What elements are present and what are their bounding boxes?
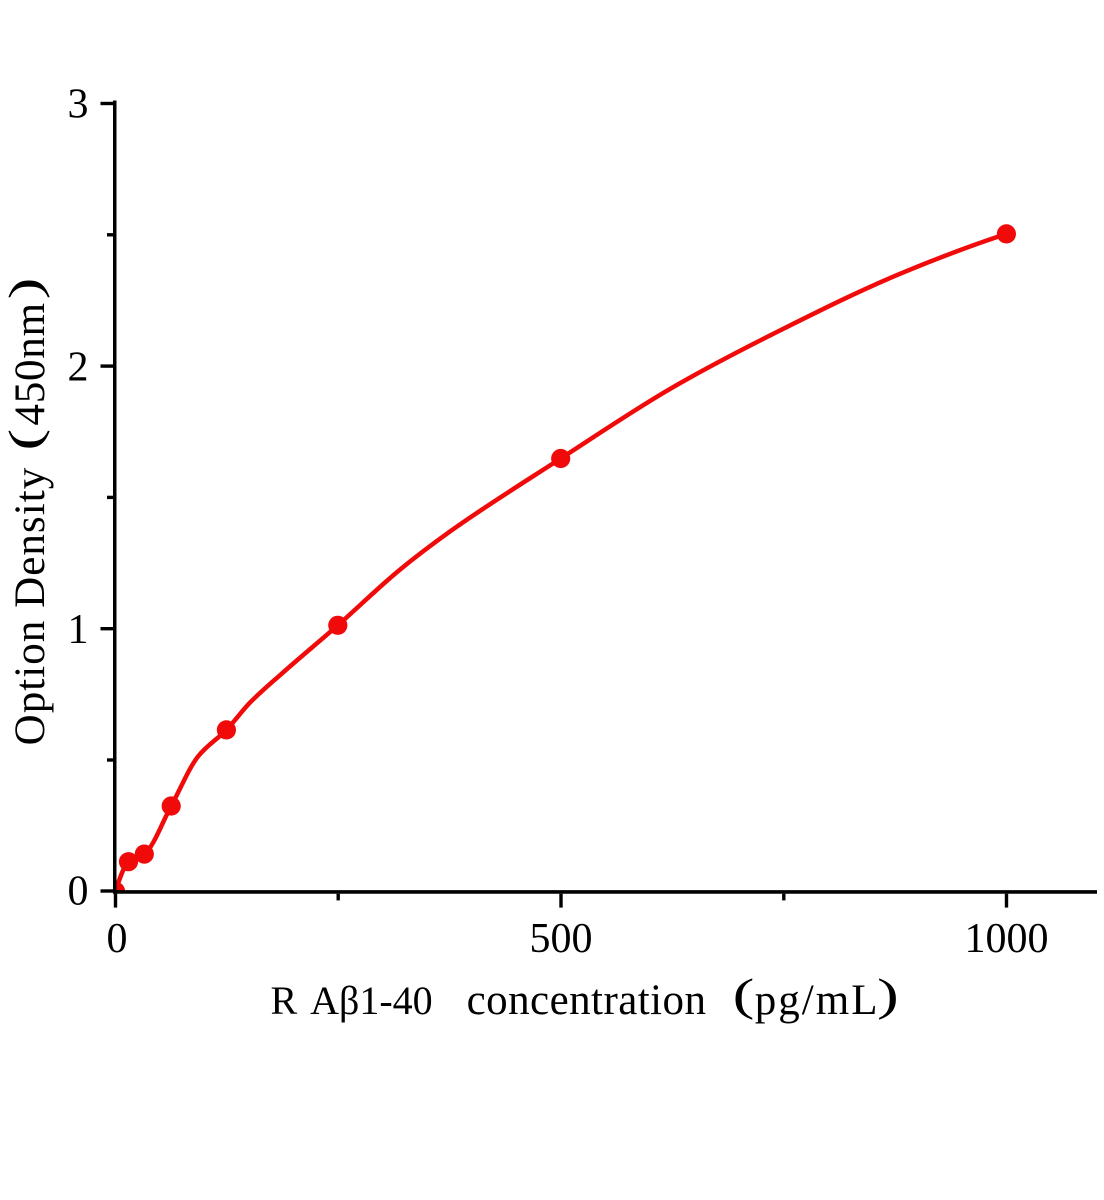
svg-text:pg/mL: pg/mL — [755, 977, 880, 1024]
svg-text:concentration: concentration — [467, 977, 707, 1024]
svg-text:450nm: 450nm — [7, 302, 54, 425]
svg-text:2: 2 — [68, 344, 89, 390]
svg-text:Option Density: Option Density — [7, 467, 54, 746]
svg-text:3: 3 — [68, 82, 89, 128]
svg-text:R: R — [271, 978, 298, 1023]
svg-text:): ) — [0, 278, 50, 300]
svg-text:(: ( — [733, 970, 755, 1020]
svg-text:(: ( — [0, 429, 50, 451]
svg-text:Aβ1-40: Aβ1-40 — [310, 978, 433, 1023]
svg-text:): ) — [877, 970, 899, 1020]
svg-text:1: 1 — [68, 607, 89, 653]
svg-text:0: 0 — [107, 916, 128, 962]
svg-text:1000: 1000 — [965, 916, 1049, 962]
svg-text:500: 500 — [530, 916, 593, 962]
svg-text:0: 0 — [68, 869, 89, 915]
